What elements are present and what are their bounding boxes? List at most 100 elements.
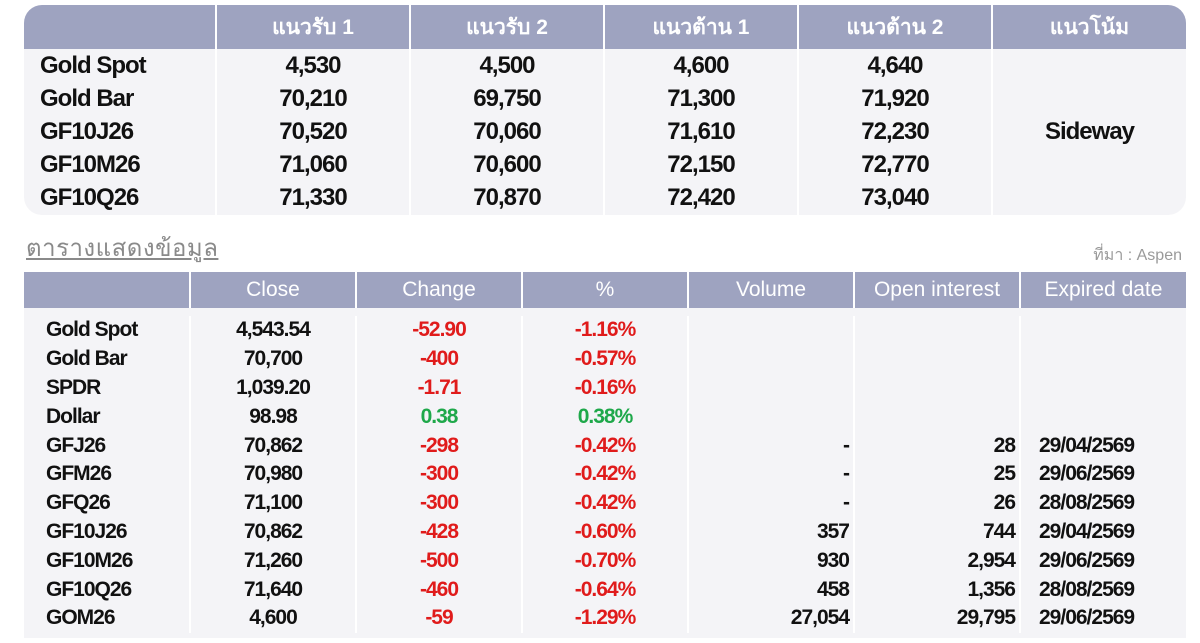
- levels-cell-support2: 4,500: [409, 49, 604, 83]
- data-row-name: GFM26: [46, 462, 112, 486]
- data-cell-percent: -0.16%: [521, 373, 688, 403]
- data-cell-close: 71,100: [189, 488, 356, 518]
- levels-row: GF10J26 70,520 70,060 71,610 72,230: [24, 115, 1186, 149]
- data-cell-expired-date: 29/04/2569: [1019, 517, 1186, 547]
- levels-cell-resistance1: 72,150: [603, 148, 798, 182]
- data-cell-open-interest: [853, 316, 1020, 345]
- data-row: Gold Spot 4,543.54 -52.90 -1.16%: [24, 316, 1186, 345]
- data-cell-volume: -: [687, 431, 854, 460]
- data-row: GF10J26 70,862 -428 -0.60% 357 744 29/04/2569: [24, 517, 1186, 547]
- data-row-name: SPDR: [46, 375, 101, 399]
- data-cell-percent: -0.57%: [521, 344, 688, 374]
- levels-cell-resistance1: 71,300: [603, 82, 798, 116]
- data-row: GFM26 70,980 -300 -0.42% -25 29/06/2569: [24, 459, 1186, 489]
- data-header-open-interest: Open interest: [853, 272, 1020, 308]
- data-cell-change: -428: [355, 517, 522, 547]
- data-header-close: Close: [189, 272, 356, 308]
- data-row-name: GFJ26: [46, 433, 106, 457]
- data-cell-change: -52.90: [355, 316, 522, 345]
- data-cell-expired-date: 28/08/2569: [1019, 488, 1186, 518]
- data-row: GFJ26 70,862 -298 -0.42% -28 29/04/2569: [24, 431, 1186, 460]
- levels-cell-resistance2: 4,640: [797, 49, 992, 83]
- data-cell-close: 70,700: [189, 344, 356, 374]
- data-cell-expired-date: [1019, 402, 1186, 432]
- data-cell-open-interest: 29,795: [853, 603, 1020, 633]
- levels-cell-resistance2: 72,230: [797, 115, 992, 149]
- data-cell-open-interest: [853, 373, 1020, 403]
- data-cell-open-interest: 1,356: [853, 575, 1020, 604]
- data-cell-percent: 0.38%: [521, 402, 688, 432]
- data-cell-close: 70,862: [189, 517, 356, 547]
- data-row: SPDR 1,039.20 -1.71 -0.16%: [24, 373, 1186, 403]
- data-cell-volume: -: [687, 459, 854, 489]
- data-cell-expired-date: 29/06/2569: [1019, 603, 1186, 633]
- data-cell-percent: -0.42%: [521, 459, 688, 489]
- levels-row: GF10M26 71,060 70,600 72,150 72,770: [24, 148, 1186, 182]
- data-cell-change: -500: [355, 546, 522, 576]
- data-row: GF10M26 71,260 -500 -0.70% 930 2,954 29/06/256…: [24, 546, 1186, 576]
- data-cell-change: -59: [355, 603, 522, 633]
- data-header-expired-date: Expired date: [1019, 272, 1186, 308]
- data-row: Gold Bar 70,700 -400 -0.57%: [24, 344, 1186, 374]
- levels-row-name: Gold Bar: [40, 84, 134, 112]
- data-cell-volume: [687, 373, 854, 403]
- data-cell-volume: 930: [687, 546, 854, 576]
- data-cell-volume: [687, 402, 854, 432]
- data-cell-close: 4,543.54: [189, 316, 356, 345]
- data-row-name: Gold Spot: [46, 318, 138, 342]
- data-cell-expired-date: 28/08/2569: [1019, 575, 1186, 604]
- data-cell-change: -298: [355, 431, 522, 460]
- data-row-name: Gold Bar: [46, 347, 128, 371]
- data-cell-volume: [687, 344, 854, 374]
- data-cell-open-interest: 25: [853, 459, 1020, 489]
- levels-header-name: [24, 5, 216, 49]
- data-cell-expired-date: [1019, 373, 1186, 403]
- data-row-name: GF10J26: [46, 519, 128, 543]
- levels-cell-resistance2: 73,040: [797, 181, 992, 215]
- data-cell-open-interest: [853, 402, 1020, 432]
- data-header-percent: %: [521, 272, 688, 308]
- source-label: ที่มา : Aspen: [1093, 247, 1182, 264]
- data-cell-volume: 458: [687, 575, 854, 604]
- data-row: GOM26 4,600 -59 -1.29% 27,054 29,795 29/06/256…: [24, 603, 1186, 633]
- levels-row-name: GF10M26: [40, 151, 141, 179]
- levels-row-name: GF10Q26: [40, 184, 139, 212]
- data-row-name: GF10M26: [46, 548, 133, 572]
- data-cell-close: 98.98: [189, 402, 356, 432]
- levels-header-support1: แนวรับ 1: [215, 5, 410, 49]
- data-row: GF10Q26 71,640 -460 -0.64% 458 1,356 28/08/256…: [24, 575, 1186, 604]
- data-cell-expired-date: [1019, 316, 1186, 345]
- data-cell-expired-date: [1019, 344, 1186, 374]
- data-cell-close: 71,640: [189, 575, 356, 604]
- data-cell-open-interest: 26: [853, 488, 1020, 518]
- trend-value: Sideway: [991, 49, 1186, 215]
- levels-row-name: GF10J26: [40, 117, 134, 145]
- data-cell-volume: -: [687, 488, 854, 518]
- levels-table: แนวรับ 1 แนวรับ 2 แนวต้าน 1 แนวต้าน 2 แน…: [24, 5, 1186, 215]
- data-row-name: GFQ26: [46, 491, 111, 515]
- levels-cell-support1: 70,210: [215, 82, 410, 116]
- data-cell-volume: 27,054: [687, 603, 854, 633]
- levels-cell-support1: 4,530: [215, 49, 410, 83]
- data-cell-expired-date: 29/04/2569: [1019, 431, 1186, 460]
- levels-cell-support2: 70,060: [409, 115, 604, 149]
- data-cell-change: -300: [355, 488, 522, 518]
- table-caption: ตารางแสดงข้อมูล: [26, 235, 219, 262]
- data-cell-open-interest: 2,954: [853, 546, 1020, 576]
- market-data-table: Close Change % Volume Open interest Expi…: [24, 272, 1186, 638]
- levels-header-support2: แนวรับ 2: [409, 5, 604, 49]
- levels-row: GF10Q26 71,330 70,870 72,420 73,040: [24, 181, 1186, 215]
- data-header-row: Close Change % Volume Open interest Expi…: [24, 272, 1186, 308]
- data-cell-close: 4,600: [189, 603, 356, 633]
- levels-cell-support2: 69,750: [409, 82, 604, 116]
- levels-cell-resistance2: 71,920: [797, 82, 992, 116]
- data-cell-expired-date: 29/06/2569: [1019, 546, 1186, 576]
- data-row: Dollar 98.98 0.38 0.38%: [24, 402, 1186, 432]
- data-cell-percent: -1.29%: [521, 603, 688, 633]
- levels-cell-support1: 70,520: [215, 115, 410, 149]
- levels-cell-resistance1: 71,610: [603, 115, 798, 149]
- data-header-volume: Volume: [687, 272, 854, 308]
- data-cell-open-interest: 744: [853, 517, 1020, 547]
- levels-cell-support1: 71,060: [215, 148, 410, 182]
- data-cell-percent: -1.16%: [521, 316, 688, 345]
